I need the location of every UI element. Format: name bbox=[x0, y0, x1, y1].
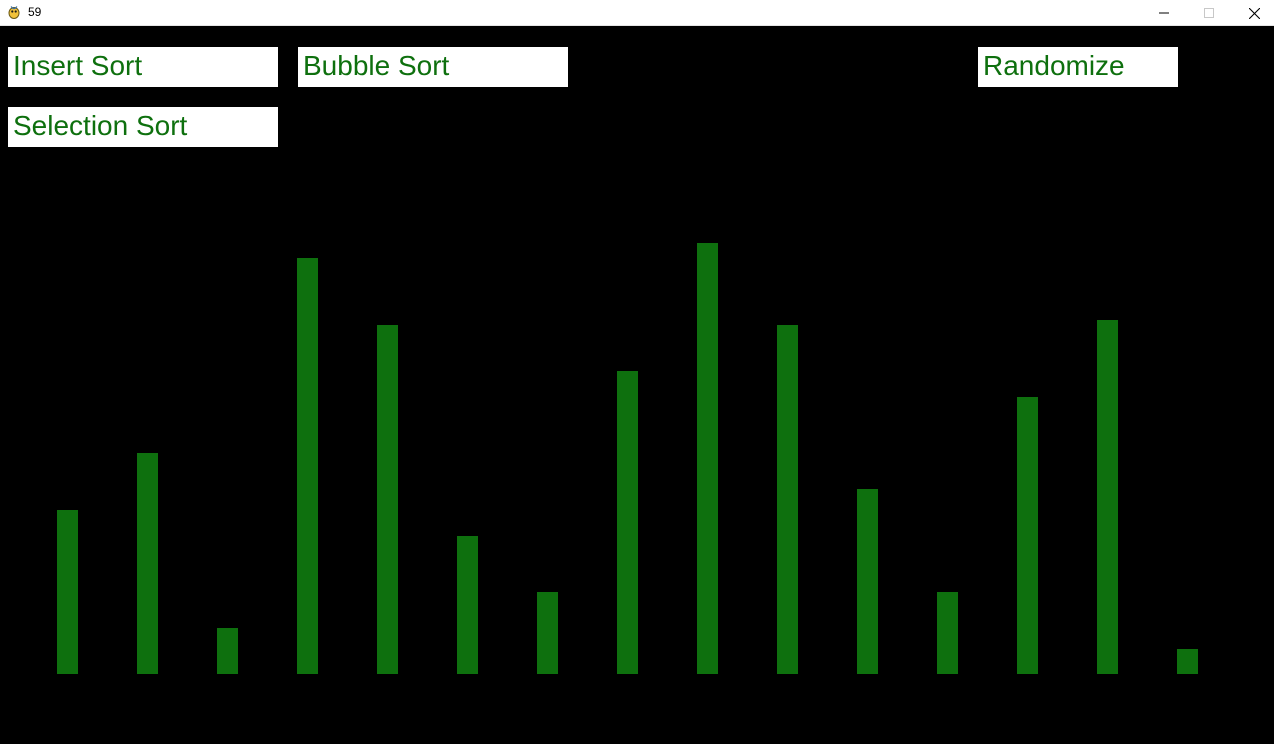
selection-sort-button[interactable]: Selection Sort bbox=[8, 107, 278, 147]
window-title: 59 bbox=[28, 5, 42, 19]
bar-6 bbox=[457, 536, 478, 674]
bar-13 bbox=[1017, 397, 1038, 674]
title-bar: 59 bbox=[0, 0, 1274, 26]
bar-11 bbox=[857, 489, 878, 674]
bar-5 bbox=[377, 325, 398, 674]
bubble-sort-button[interactable]: Bubble Sort bbox=[298, 47, 568, 87]
randomize-button[interactable]: Randomize bbox=[978, 47, 1178, 87]
bar-10 bbox=[777, 325, 798, 674]
minimize-icon bbox=[1159, 12, 1169, 14]
maximize-button[interactable] bbox=[1186, 0, 1232, 26]
bar-1 bbox=[57, 510, 78, 674]
bar-3 bbox=[217, 628, 238, 674]
maximize-icon bbox=[1204, 8, 1214, 18]
bar-7 bbox=[537, 592, 558, 674]
bar-9 bbox=[697, 243, 718, 674]
close-button[interactable] bbox=[1231, 0, 1274, 26]
minimize-button[interactable] bbox=[1141, 0, 1187, 26]
game-canvas: Insert Sort Bubble Sort Randomize Select… bbox=[0, 27, 1274, 744]
bar-chart bbox=[57, 243, 1198, 674]
close-icon bbox=[1248, 7, 1260, 19]
bar-14 bbox=[1097, 320, 1118, 674]
insert-sort-button[interactable]: Insert Sort bbox=[8, 47, 278, 87]
bar-12 bbox=[937, 592, 958, 674]
bar-15 bbox=[1177, 649, 1198, 674]
bar-8 bbox=[617, 371, 638, 674]
bar-2 bbox=[137, 453, 158, 674]
bar-4 bbox=[297, 258, 318, 674]
pygame-snake-icon bbox=[8, 6, 20, 19]
